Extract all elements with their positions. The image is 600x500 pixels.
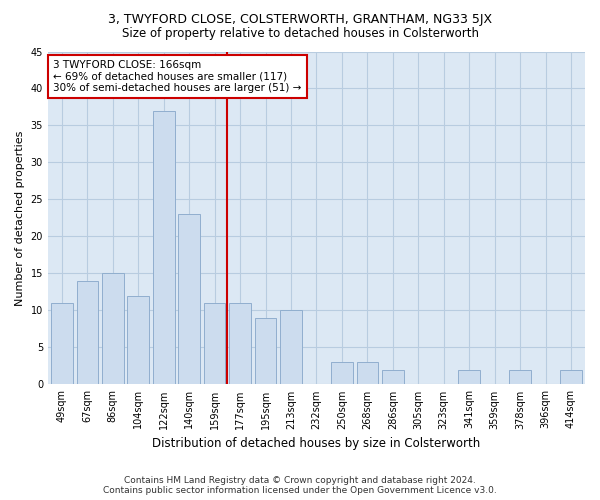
Bar: [458, 370, 480, 384]
Bar: [331, 362, 353, 384]
Text: Size of property relative to detached houses in Colsterworth: Size of property relative to detached ho…: [121, 28, 479, 40]
Text: 3, TWYFORD CLOSE, COLSTERWORTH, GRANTHAM, NG33 5JX: 3, TWYFORD CLOSE, COLSTERWORTH, GRANTHAM…: [108, 12, 492, 26]
Bar: [77, 281, 98, 384]
X-axis label: Distribution of detached houses by size in Colsterworth: Distribution of detached houses by size …: [152, 437, 481, 450]
Bar: [280, 310, 302, 384]
Bar: [509, 370, 531, 384]
Bar: [127, 296, 149, 384]
Bar: [255, 318, 277, 384]
Bar: [204, 303, 226, 384]
Y-axis label: Number of detached properties: Number of detached properties: [15, 130, 25, 306]
Bar: [356, 362, 378, 384]
Bar: [229, 303, 251, 384]
Bar: [102, 274, 124, 384]
Bar: [382, 370, 404, 384]
Text: Contains HM Land Registry data © Crown copyright and database right 2024.
Contai: Contains HM Land Registry data © Crown c…: [103, 476, 497, 495]
Text: 3 TWYFORD CLOSE: 166sqm
← 69% of detached houses are smaller (117)
30% of semi-d: 3 TWYFORD CLOSE: 166sqm ← 69% of detache…: [53, 60, 302, 93]
Bar: [153, 110, 175, 384]
Bar: [178, 214, 200, 384]
Bar: [560, 370, 582, 384]
Bar: [51, 303, 73, 384]
